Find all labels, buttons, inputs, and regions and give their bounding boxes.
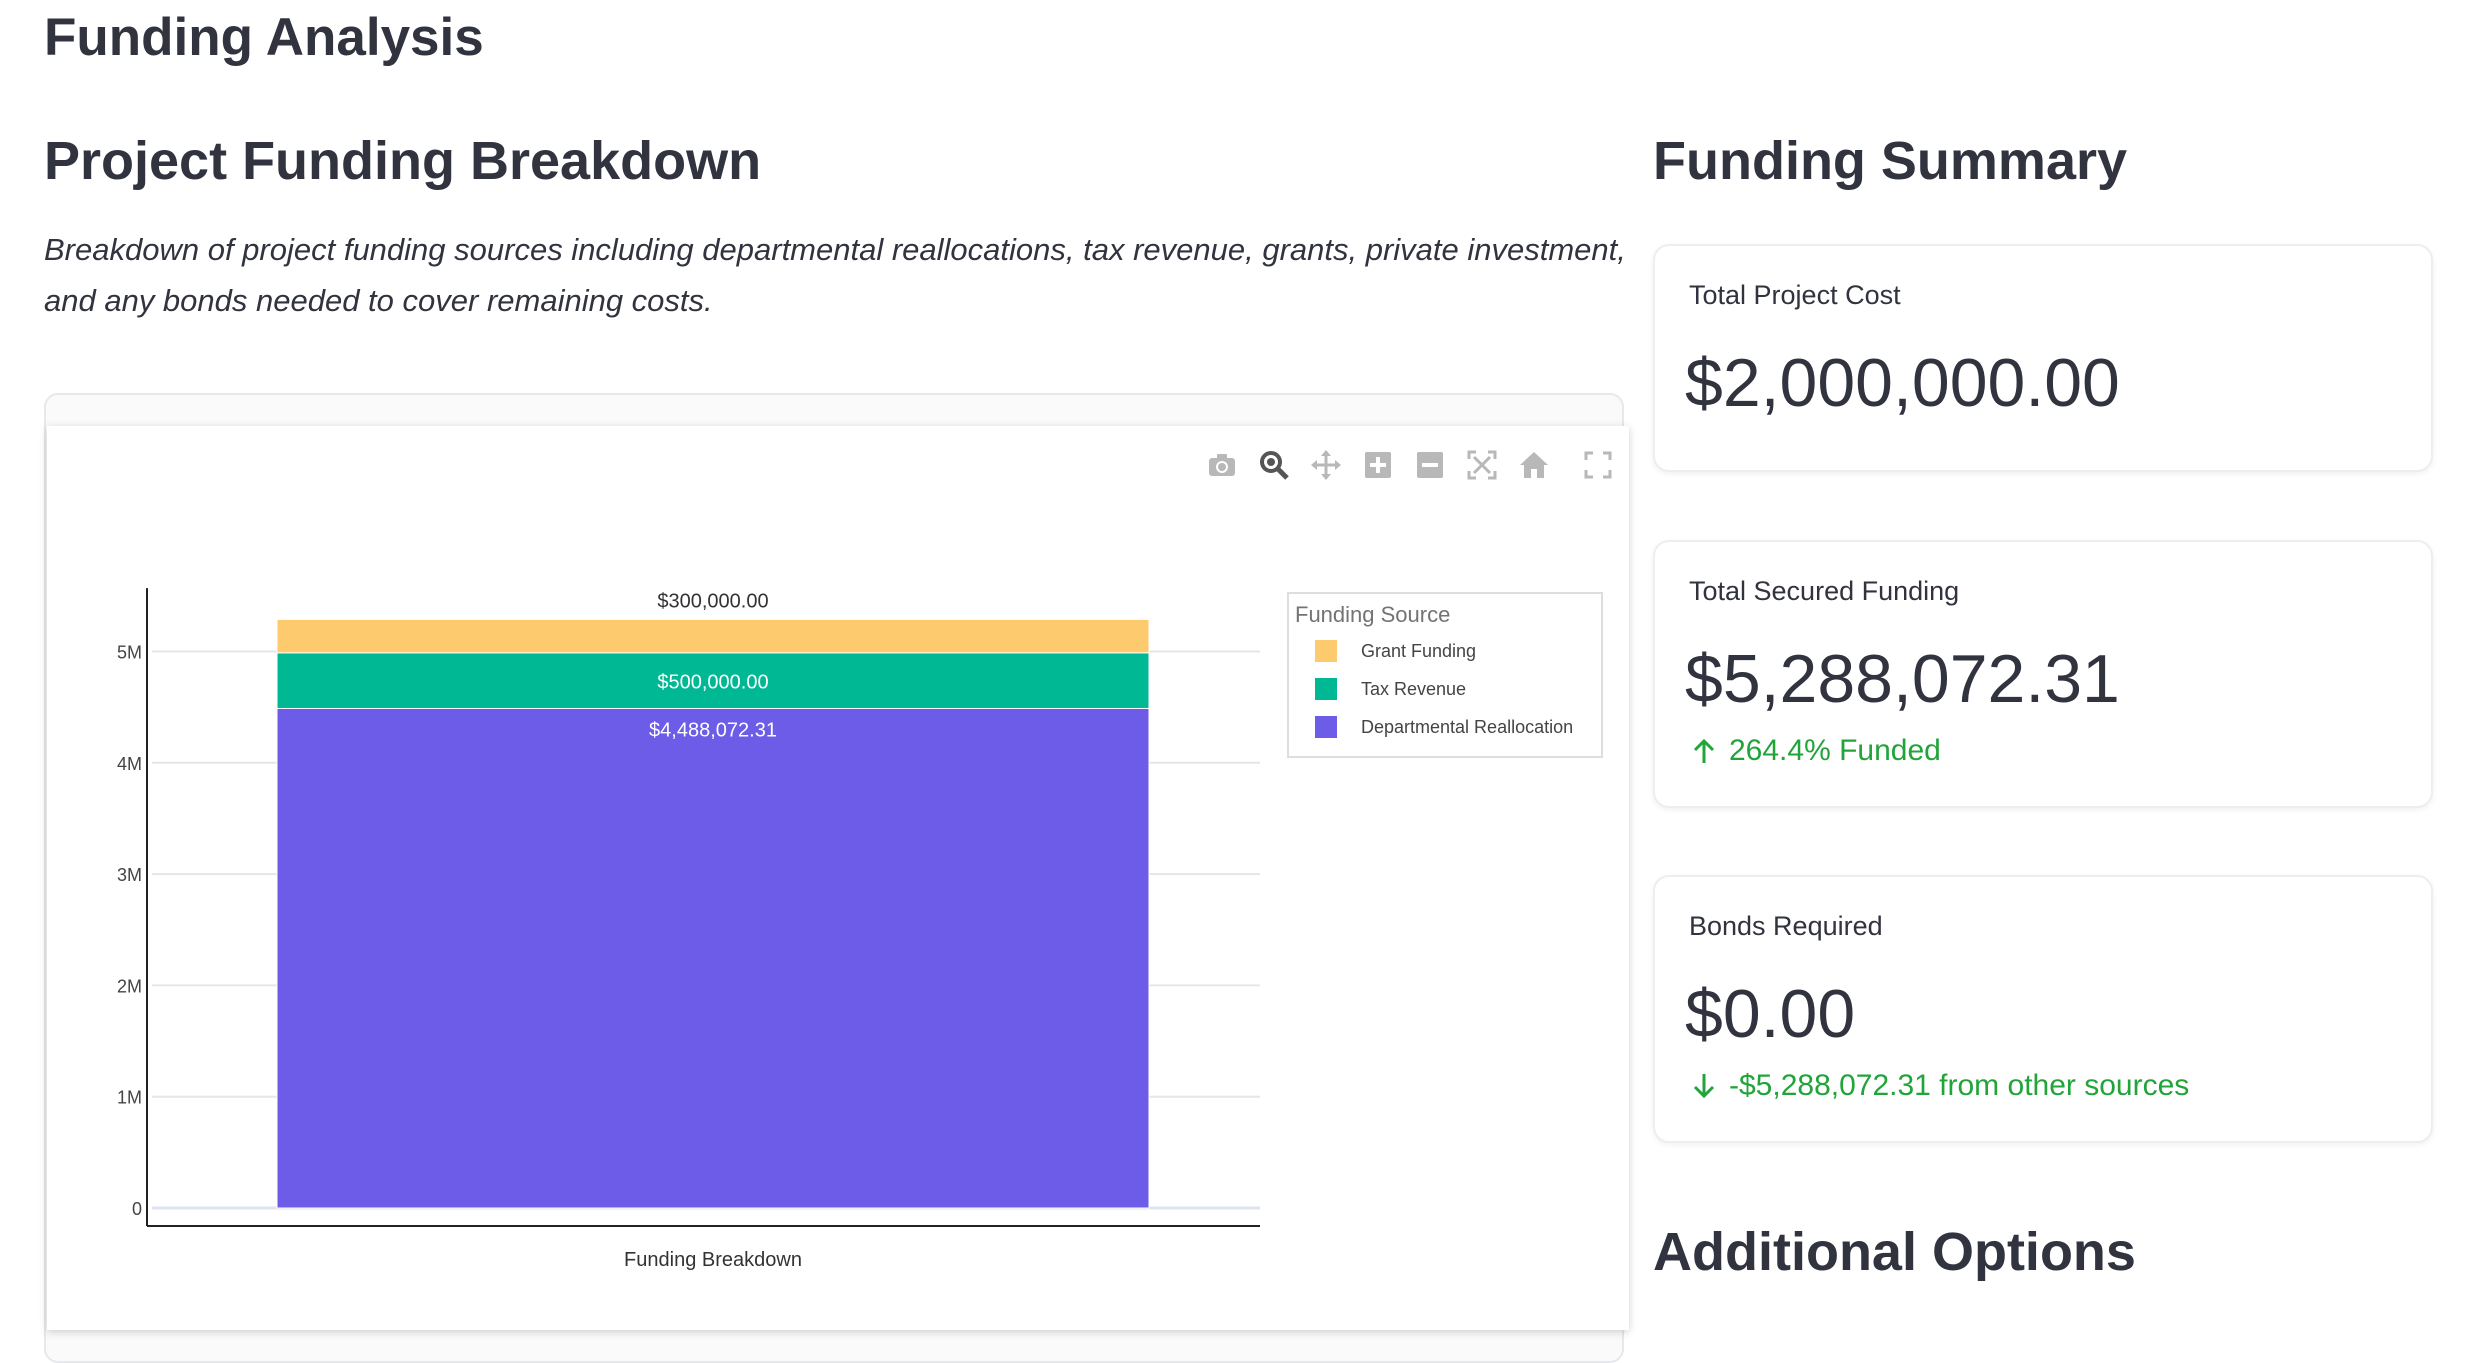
legend-item-grant-funding[interactable]: Grant Funding	[1315, 640, 1476, 662]
fullscreen-icon[interactable]	[1579, 446, 1617, 484]
legend-title: Funding Source	[1295, 602, 1451, 627]
bar-segment-grant-funding	[276, 618, 1150, 654]
y-tick-label: 1M	[117, 1088, 142, 1108]
y-tick-label: 2M	[117, 976, 142, 996]
metric-value: $0.00	[1685, 976, 1856, 1052]
breakdown-heading: Project Funding Breakdown	[44, 131, 762, 191]
legend-label: Tax Revenue	[1361, 678, 1467, 699]
y-tick-label: 0	[132, 1199, 142, 1219]
chart-modebar	[1203, 446, 1617, 484]
metric-label: Total Secured Funding	[1689, 576, 1960, 606]
home-icon[interactable]	[1515, 446, 1553, 484]
autoscale-icon[interactable]	[1463, 446, 1501, 484]
bar-data-label: $300,000.00	[657, 590, 768, 612]
summary-heading: Funding Summary	[1653, 131, 2128, 191]
legend-label: Departmental Reallocation	[1361, 716, 1574, 737]
y-tick-label: 5M	[117, 643, 142, 663]
metric-delta: -$5,288,072.31 from other sources	[1689, 1069, 2189, 1103]
zoom-out-icon[interactable]	[1411, 446, 1449, 484]
camera-icon[interactable]	[1203, 446, 1241, 484]
y-tick-label: 4M	[117, 754, 142, 774]
zoom-icon[interactable]	[1255, 446, 1293, 484]
pan-icon[interactable]	[1307, 446, 1345, 484]
chart-plot: 0 1M 2M 3M 4M 5M $4,488,072.31 $500,000.00 $300,…	[117, 588, 1260, 1271]
legend-swatch-departmental	[1315, 716, 1337, 738]
metric-delta-text: 264.4% Funded	[1729, 734, 1941, 767]
legend-swatch-tax	[1315, 678, 1337, 700]
legend-item-departmental-reallocation[interactable]: Departmental Reallocation	[1315, 716, 1573, 738]
y-tick-label: 3M	[117, 865, 142, 885]
chart-legend: Funding Source Grant Funding Tax Revenue…	[1287, 592, 1603, 758]
bar-data-label: $4,488,072.31	[649, 719, 777, 741]
metric-delta-text: -$5,288,072.31 from other sources	[1729, 1069, 2190, 1102]
funding-chart: 0 1M 2M 3M 4M 5M $4,488,072.31 $500,000.00 $300,…	[47, 426, 1629, 1330]
arrow-down-icon	[1693, 1074, 1715, 1099]
page-title: Funding Analysis	[44, 8, 484, 67]
metric-card-total-cost: Total Project Cost $2,000,000.00	[1653, 244, 2433, 472]
metric-value: $2,000,000.00	[1685, 345, 2120, 421]
legend-item-tax-revenue[interactable]: Tax Revenue	[1315, 678, 1466, 700]
additional-options-heading: Additional Options	[1653, 1222, 2136, 1282]
metric-value: $5,288,072.31	[1685, 641, 2120, 717]
bar-data-label: $500,000.00	[657, 672, 768, 694]
legend-swatch-grant	[1315, 640, 1337, 662]
metric-delta: 264.4% Funded	[1689, 734, 1941, 768]
metric-card-secured-funding: Total Secured Funding $5,288,072.31 264.…	[1653, 540, 2433, 808]
bar-segment-departmental-reallocation	[276, 707, 1150, 1209]
breakdown-description: Breakdown of project funding sources inc…	[44, 232, 1626, 318]
x-tick-label: Funding Breakdown	[624, 1249, 802, 1271]
metric-label: Total Project Cost	[1689, 280, 1901, 310]
zoom-in-icon[interactable]	[1359, 446, 1397, 484]
metric-label: Bonds Required	[1689, 911, 1883, 941]
arrow-up-icon	[1693, 738, 1715, 763]
legend-label: Grant Funding	[1361, 640, 1477, 661]
metric-card-bonds-required: Bonds Required $0.00 -$5,288,072.31 from…	[1653, 875, 2433, 1143]
bar-segment-tax-revenue	[276, 652, 1150, 709]
